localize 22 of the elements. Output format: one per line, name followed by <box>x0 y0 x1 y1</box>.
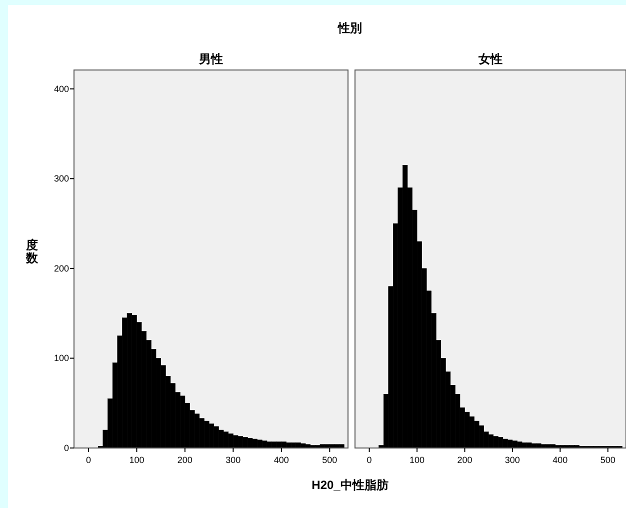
x-tick-label: 200 <box>457 455 472 465</box>
x-tick-label: 100 <box>410 455 425 465</box>
chart-title: 男性 <box>198 52 223 66</box>
x-tick-label: 200 <box>177 455 192 465</box>
y-tick-label: 400 <box>54 84 69 94</box>
chart-title: 女性 <box>478 52 502 66</box>
y-tick-label: 100 <box>54 353 69 364</box>
x-tick-label: 300 <box>226 455 241 465</box>
x-tick-label: 0 <box>366 455 372 465</box>
x-tick-label: 300 <box>504 455 520 465</box>
y-tick-label: 0 <box>64 443 69 453</box>
y-axis-title: 度数 <box>25 238 39 265</box>
x-tick-label: 500 <box>600 455 616 465</box>
x-axis-title: H20_中性脂肪 <box>312 478 388 492</box>
x-tick-label: 400 <box>552 455 568 465</box>
x-tick-label: 100 <box>129 455 144 465</box>
y-tick-label: 200 <box>54 263 69 274</box>
x-tick-label: 0 <box>86 455 91 465</box>
x-tick-label: 500 <box>322 455 338 465</box>
chart-subtitle: 性別 <box>337 21 362 35</box>
x-tick-label: 400 <box>274 455 289 465</box>
y-tick-label: 300 <box>54 174 69 184</box>
